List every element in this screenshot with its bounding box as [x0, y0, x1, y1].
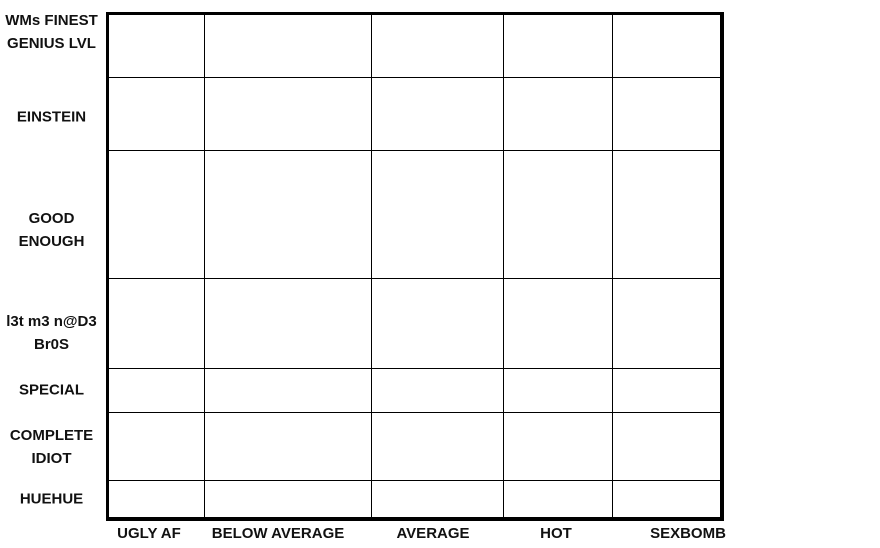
x-label-below-average: BELOW AVERAGE	[211, 525, 345, 542]
horizontal-gridline	[106, 412, 722, 413]
x-label-ugly-af: UGLY AF	[117, 525, 181, 542]
horizontal-gridline	[106, 150, 722, 151]
y-label-special: SPECIAL	[18, 381, 84, 399]
horizontal-gridline	[106, 368, 722, 369]
x-label-hot: HOT	[540, 525, 572, 542]
vertical-gridline	[612, 12, 613, 519]
chart-frame	[106, 12, 724, 521]
horizontal-gridline	[106, 480, 722, 481]
y-label-wms-finest-genius-lvl: WMs FINEST GENIUS LVL	[5, 12, 98, 52]
vertical-gridline	[371, 12, 372, 519]
vertical-gridline	[503, 12, 504, 519]
vertical-gridline	[204, 12, 205, 519]
horizontal-gridline	[106, 77, 722, 78]
x-label-sexbomb: SEXBOMB	[650, 525, 726, 542]
y-label-good-enough: GOOD ENOUGH	[18, 210, 85, 250]
y-label-l3t-m3-nad3-br0s: l3t m3 n@D3 Br0S	[6, 313, 97, 353]
x-label-average: AVERAGE	[396, 525, 470, 542]
horizontal-gridline	[106, 278, 722, 279]
y-label-einstein: EINSTEIN	[16, 108, 87, 126]
y-label-huehue: HUEHUE	[19, 490, 84, 508]
y-label-complete-idiot: COMPLETE IDIOT	[9, 427, 94, 467]
